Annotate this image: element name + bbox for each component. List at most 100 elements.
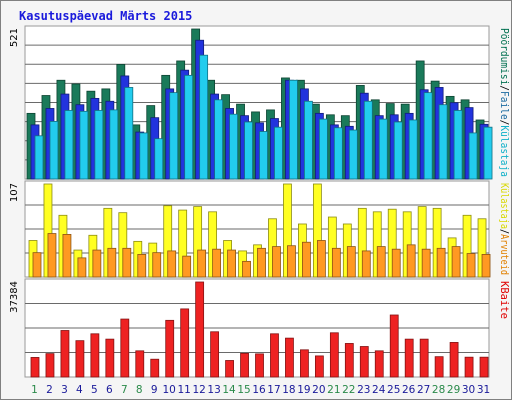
- x-tick-label-day-8: 8: [136, 384, 143, 396]
- panel-top-legend: Pöördumisi/Faile/Külastaja: [498, 28, 510, 177]
- bar-middle-arvuteid-day-4: [77, 257, 87, 278]
- panel-middle-legend: Külastaja/Arvuteid: [498, 183, 510, 275]
- bar-top-k-lastaja-day-24: [378, 118, 388, 180]
- bar-bottom-kbaite-day-22: [344, 343, 354, 378]
- bar-bottom-kbaite-day-3: [60, 330, 70, 378]
- bar-bottom-kbaite-day-24: [374, 350, 384, 378]
- bar-middle-arvuteid-day-13: [212, 248, 222, 278]
- x-tick-label-day-3: 3: [61, 384, 68, 396]
- bar-middle-arvuteid-day-7: [122, 247, 132, 278]
- x-tick-label-day-22: 22: [342, 384, 355, 396]
- bar-bottom-kbaite-day-30: [464, 356, 474, 378]
- bar-bottom-kbaite-day-16: [255, 353, 264, 378]
- x-tick-label-day-27: 27: [417, 384, 430, 396]
- x-tick-label-day-20: 20: [312, 384, 325, 396]
- bar-bottom-kbaite-day-29: [449, 342, 459, 378]
- bar-top-k-lastaja-day-5: [94, 110, 104, 180]
- bar-top-k-lastaja-day-31: [483, 126, 493, 180]
- bar-top-k-lastaja-day-16: [259, 131, 268, 180]
- bar-bottom-kbaite-day-31: [479, 356, 489, 378]
- x-tick-label-day-24: 24: [372, 384, 386, 396]
- bar-top-k-lastaja-day-23: [363, 100, 373, 180]
- bar-middle-arvuteid-day-15: [242, 260, 251, 278]
- bar-bottom-kbaite-day-5: [90, 333, 100, 378]
- bar-middle-arvuteid-day-11: [182, 255, 192, 278]
- x-tick-label-day-30: 30: [462, 384, 475, 396]
- x-tick-label-day-29: 29: [447, 384, 460, 396]
- bar-top-k-lastaja-day-1: [34, 135, 44, 180]
- legend-entry-k-lastaja: Külastaja: [498, 125, 510, 177]
- bar-top-k-lastaja-day-25: [393, 121, 403, 180]
- bar-middle-arvuteid-day-18: [287, 245, 296, 278]
- legend-entry-p-rdumisi: Pöördumisi: [498, 28, 510, 85]
- bar-top-k-lastaja-day-21: [333, 127, 343, 180]
- legend-entry-kbaite: KBaite: [498, 281, 510, 319]
- bar-middle-arvuteid-day-30: [466, 253, 476, 278]
- x-tick-label-day-13: 13: [207, 384, 220, 396]
- bar-top-k-lastaja-day-30: [468, 132, 478, 180]
- bar-bottom-kbaite-day-2: [45, 353, 55, 378]
- bar-middle-arvuteid-day-19: [302, 241, 311, 278]
- x-tick-label-day-6: 6: [106, 384, 113, 396]
- bar-bottom-kbaite-day-18: [285, 337, 294, 378]
- bar-top-k-lastaja-day-11: [184, 74, 194, 180]
- x-tick-label-day-12: 12: [192, 384, 205, 396]
- bar-bottom-kbaite-day-6: [105, 338, 115, 378]
- legend-separator: /: [498, 120, 510, 126]
- bar-middle-arvuteid-day-17: [272, 246, 281, 278]
- bar-top-k-lastaja-day-28: [438, 104, 448, 180]
- bar-bottom-kbaite-day-12: [195, 281, 205, 378]
- bar-top-k-lastaja-day-9: [154, 138, 164, 180]
- panel-bottom-ymax-label: 37384: [9, 281, 20, 313]
- bar-middle-arvuteid-day-16: [257, 247, 266, 278]
- x-tick-label-day-31: 31: [477, 384, 490, 396]
- bar-middle-arvuteid-day-23: [361, 250, 371, 278]
- bar-middle-arvuteid-day-21: [331, 247, 341, 278]
- legend-entry-arvuteid: Arvuteid: [498, 234, 510, 275]
- bar-middle-arvuteid-day-29: [451, 246, 461, 278]
- legend-entry-k-lastaja: Külastaja: [498, 183, 510, 229]
- bar-top-k-lastaja-day-22: [348, 129, 358, 180]
- bar-bottom-kbaite-day-9: [150, 358, 160, 378]
- bar-bottom-kbaite-day-25: [389, 314, 399, 378]
- x-tick-label-day-25: 25: [387, 384, 400, 396]
- panel-bottom-legend: KBaite: [498, 281, 510, 319]
- bar-middle-arvuteid-day-3: [62, 234, 72, 278]
- bar-bottom-kbaite-day-20: [314, 355, 324, 378]
- x-tick-label-day-9: 9: [151, 384, 158, 396]
- bar-middle-arvuteid-day-9: [152, 252, 162, 278]
- x-tick-label-day-17: 17: [267, 384, 280, 396]
- bar-bottom-kbaite-day-8: [135, 350, 145, 378]
- bar-bottom-kbaite-day-27: [419, 338, 429, 378]
- bar-top-k-lastaja-day-19: [304, 100, 313, 180]
- x-tick-label-day-19: 19: [297, 384, 310, 396]
- bar-top-k-lastaja-day-7: [124, 87, 134, 180]
- bar-middle-arvuteid-day-5: [92, 249, 102, 278]
- bar-bottom-kbaite-day-19: [300, 349, 309, 378]
- legend-separator: /: [498, 229, 510, 234]
- x-tick-label-day-4: 4: [76, 384, 83, 396]
- bar-bottom-kbaite-day-14: [225, 360, 234, 378]
- bar-bottom-kbaite-day-7: [120, 318, 130, 378]
- bar-top-k-lastaja-day-20: [318, 118, 328, 180]
- x-tick-label-day-21: 21: [327, 384, 340, 396]
- bar-top-k-lastaja-day-18: [289, 79, 298, 180]
- bar-bottom-kbaite-day-11: [180, 308, 190, 378]
- x-tick-label-day-10: 10: [163, 384, 176, 396]
- x-tick-label-day-5: 5: [91, 384, 98, 396]
- x-tick-label-day-18: 18: [282, 384, 295, 396]
- bar-bottom-kbaite-day-1: [30, 357, 40, 378]
- bar-bottom-kbaite-day-26: [404, 338, 414, 378]
- panel-middle-ymax-label: 107: [9, 183, 20, 202]
- legend-entry-faile: Faile: [498, 91, 510, 120]
- bar-middle-arvuteid-day-31: [481, 254, 491, 278]
- bar-top-k-lastaja-day-29: [453, 110, 463, 180]
- bar-middle-arvuteid-day-22: [346, 246, 356, 278]
- x-tick-label-day-26: 26: [402, 384, 416, 396]
- panel-top-ymax-label: 521: [9, 28, 20, 47]
- bar-bottom-kbaite-day-21: [329, 332, 339, 378]
- bar-middle-arvuteid-day-26: [406, 244, 416, 278]
- bar-top-k-lastaja-day-2: [49, 121, 59, 180]
